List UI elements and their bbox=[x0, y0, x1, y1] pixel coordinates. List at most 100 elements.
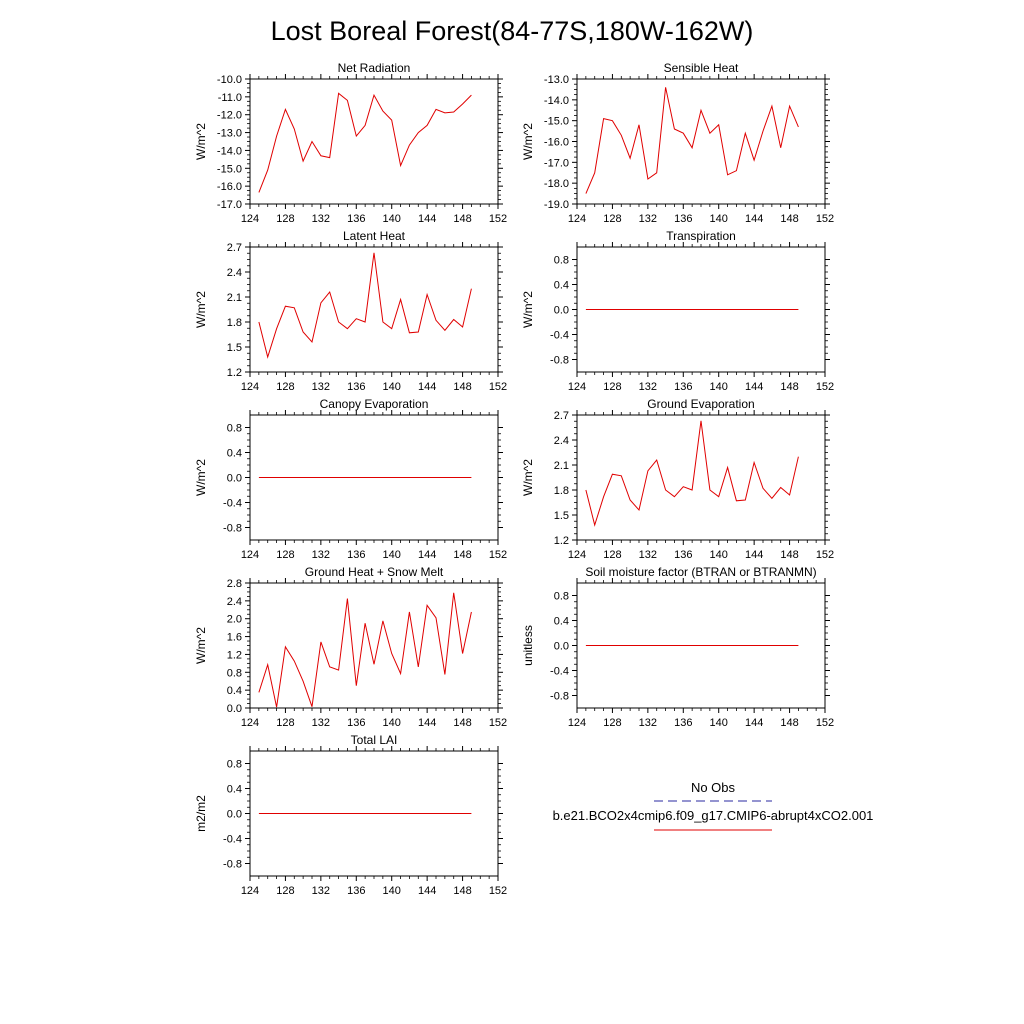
y-tick-label: 2.4 bbox=[227, 267, 242, 279]
y-axis-label: W/m^2 bbox=[194, 627, 208, 664]
x-tick-label: 128 bbox=[603, 717, 621, 729]
x-tick-label: 152 bbox=[816, 549, 834, 561]
y-tick-label: -0.4 bbox=[550, 666, 569, 678]
chart-title: Transpiration bbox=[666, 229, 736, 243]
y-tick-label: 0.0 bbox=[227, 473, 242, 485]
figure-title: Lost Boreal Forest(84-77S,180W-162W) bbox=[271, 16, 754, 46]
y-tick-label: 1.2 bbox=[227, 367, 242, 379]
y-tick-label: -17.0 bbox=[544, 157, 569, 169]
y-tick-label: 2.8 bbox=[227, 578, 242, 590]
y-tick-label: -10.0 bbox=[217, 74, 242, 86]
x-tick-label: 132 bbox=[639, 213, 657, 225]
y-tick-label: 0.8 bbox=[227, 759, 242, 771]
plot-frame bbox=[249, 582, 499, 709]
x-tick-label: 128 bbox=[603, 213, 621, 225]
y-tick-label: -12.0 bbox=[217, 110, 242, 122]
x-tick-label: 128 bbox=[603, 381, 621, 393]
x-tick-label: 132 bbox=[312, 717, 330, 729]
y-tick-label: 0.4 bbox=[554, 616, 569, 628]
x-tick-label: 128 bbox=[276, 885, 294, 897]
x-tick-label: 124 bbox=[568, 381, 586, 393]
chart-title: Latent Heat bbox=[343, 229, 406, 243]
x-tick-label: 140 bbox=[383, 885, 401, 897]
y-tick-label: -15.0 bbox=[544, 116, 569, 128]
y-tick-label: -19.0 bbox=[544, 199, 569, 211]
chart-ground-heat-snow-melt: Ground Heat + Snow Melt W/m^2 124 128 132 136… bbox=[194, 565, 507, 729]
x-tick-label: 144 bbox=[745, 717, 763, 729]
y-axis-label: W/m^2 bbox=[194, 291, 208, 328]
x-tick-label: 144 bbox=[745, 381, 763, 393]
chart-soil-moisture-factor-btran-or-btranmn: Soil moisture factor (BTRAN or BTRANMN) u… bbox=[521, 565, 834, 729]
y-tick-label: -0.4 bbox=[223, 834, 242, 846]
x-tick-label: 136 bbox=[347, 885, 365, 897]
x-tick-label: 140 bbox=[710, 717, 728, 729]
x-tick-label: 144 bbox=[418, 885, 436, 897]
series-line bbox=[258, 592, 472, 708]
y-tick-label: 0.4 bbox=[227, 685, 242, 697]
x-tick-label: 128 bbox=[276, 213, 294, 225]
y-tick-label: 0.0 bbox=[227, 703, 242, 715]
chart-sensible-heat: Sensible Heat W/m^2 124 128 132 136 140 144 148 1… bbox=[521, 61, 834, 225]
y-tick-label: 1.2 bbox=[227, 649, 242, 661]
chart-canopy-evaporation: Canopy Evaporation W/m^2 124 128 132 136 140 14… bbox=[194, 397, 507, 561]
chart-latent-heat: Latent Heat W/m^2 124 128 132 136 140 144 148 152… bbox=[194, 229, 507, 393]
x-tick-label: 140 bbox=[710, 549, 728, 561]
x-tick-label: 132 bbox=[312, 213, 330, 225]
y-tick-label: -0.8 bbox=[550, 691, 569, 703]
y-tick-label: 1.8 bbox=[554, 485, 569, 497]
y-tick-label: 1.2 bbox=[554, 535, 569, 547]
series-line bbox=[585, 420, 799, 527]
series-line bbox=[258, 252, 472, 359]
y-tick-label: 0.0 bbox=[554, 305, 569, 317]
y-tick-label: -0.8 bbox=[550, 355, 569, 367]
y-axis-label: W/m^2 bbox=[521, 459, 535, 496]
y-tick-label: 2.1 bbox=[554, 460, 569, 472]
x-tick-label: 152 bbox=[816, 381, 834, 393]
x-tick-label: 140 bbox=[383, 717, 401, 729]
x-tick-label: 132 bbox=[312, 549, 330, 561]
chart-title: Canopy Evaporation bbox=[320, 397, 429, 411]
plot-frame bbox=[249, 78, 499, 205]
x-tick-label: 132 bbox=[639, 549, 657, 561]
y-axis-label: W/m^2 bbox=[521, 123, 535, 160]
x-tick-label: 132 bbox=[639, 381, 657, 393]
x-tick-label: 140 bbox=[383, 549, 401, 561]
chart-ground-evaporation: Ground Evaporation W/m^2 124 128 132 136 140 14… bbox=[521, 397, 834, 561]
chart-title: Sensible Heat bbox=[664, 61, 739, 75]
x-tick-label: 124 bbox=[241, 381, 259, 393]
chart-title: Soil moisture factor (BTRAN or BTRANMN) bbox=[585, 565, 816, 579]
y-tick-label: -0.8 bbox=[223, 523, 242, 535]
x-tick-label: 128 bbox=[276, 549, 294, 561]
x-tick-label: 144 bbox=[745, 549, 763, 561]
x-tick-label: 124 bbox=[241, 213, 259, 225]
x-tick-label: 124 bbox=[241, 885, 259, 897]
x-tick-label: 152 bbox=[489, 717, 507, 729]
x-tick-label: 128 bbox=[276, 717, 294, 729]
y-tick-label: 2.0 bbox=[227, 614, 242, 626]
chart-net-radiation: Net Radiation W/m^2 124 128 132 136 140 144 148 1… bbox=[194, 61, 507, 225]
x-tick-label: 152 bbox=[489, 213, 507, 225]
legend-model-label: b.e21.BCO2x4cmip6.f09_g17.CMIP6-abrupt4x… bbox=[553, 808, 874, 823]
x-tick-label: 140 bbox=[383, 213, 401, 225]
y-tick-label: 1.5 bbox=[227, 342, 242, 354]
y-tick-label: -11.0 bbox=[218, 92, 242, 104]
plot-frame bbox=[249, 246, 499, 373]
y-tick-label: 2.4 bbox=[227, 596, 242, 608]
x-tick-label: 152 bbox=[489, 381, 507, 393]
x-tick-label: 148 bbox=[453, 549, 471, 561]
series-line bbox=[585, 87, 799, 194]
y-tick-label: -14.0 bbox=[217, 145, 242, 157]
x-tick-label: 152 bbox=[489, 885, 507, 897]
x-tick-label: 128 bbox=[276, 381, 294, 393]
y-tick-label: -16.0 bbox=[544, 137, 569, 149]
x-tick-label: 148 bbox=[453, 381, 471, 393]
y-tick-label: 2.7 bbox=[554, 410, 569, 422]
y-tick-label: 0.0 bbox=[227, 809, 242, 821]
x-tick-label: 144 bbox=[418, 549, 436, 561]
x-tick-label: 136 bbox=[347, 381, 365, 393]
x-tick-label: 136 bbox=[674, 381, 692, 393]
y-tick-label: -18.0 bbox=[544, 178, 569, 190]
y-axis-label: unitless bbox=[521, 625, 535, 666]
x-tick-label: 124 bbox=[568, 213, 586, 225]
